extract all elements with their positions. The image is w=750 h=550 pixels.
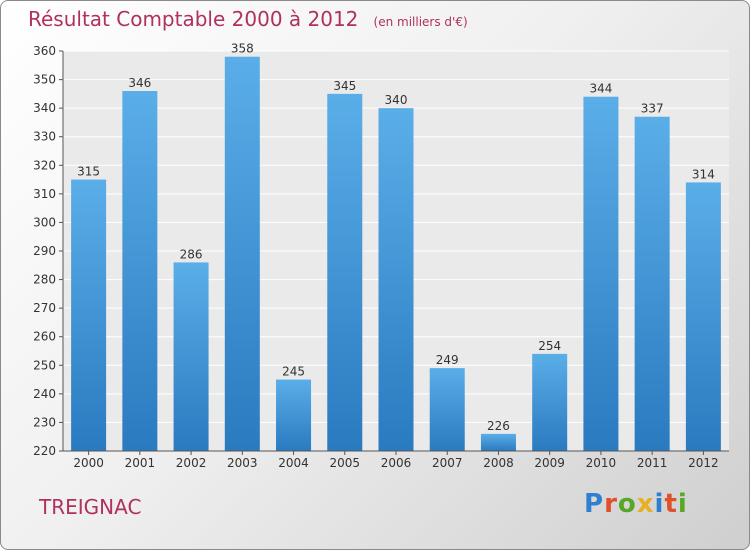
x-tick-label: 2003 [227,456,258,470]
x-tick-label: 2000 [73,456,104,470]
x-tick-label: 2010 [586,456,617,470]
y-tick-label: 350 [33,73,56,87]
bar [276,379,312,451]
y-tick-label: 290 [33,244,56,258]
y-tick-label: 310 [33,187,56,201]
logo-letter: r [604,489,618,519]
x-tick-label: 2001 [125,456,156,470]
x-tick-label: 2005 [329,456,360,470]
y-tick-label: 230 [33,415,56,429]
x-tick-label: 2006 [381,456,412,470]
y-tick-label: 360 [33,44,56,58]
bars: 315 346 286 358 245 345 340 249 226 254 344 337 314 [71,42,721,452]
x-tick-label: 2002 [176,456,207,470]
y-tick-label: 250 [33,358,56,372]
bar [224,56,260,451]
town-name: TREIGNAC [39,495,142,519]
bar-value-label: 245 [282,365,305,379]
logo-letter: t [664,489,678,519]
x-tick-label: 2008 [483,456,514,470]
y-tick-label: 330 [33,130,56,144]
bar-value-label: 345 [333,79,356,93]
bar [122,91,158,451]
logo-letter: x [636,489,655,519]
y-tick-label: 270 [33,301,56,315]
bar [429,368,465,451]
y-axis: 220 230 240 250 260 270 280 290 300 310 320 330 340 3… [33,44,64,458]
y-tick-label: 280 [33,273,56,287]
bar-value-label: 286 [180,247,203,261]
bar-value-label: 249 [436,353,459,367]
bar [532,353,568,451]
chart-title: Résultat Comptable 2000 à 2012 [28,7,359,31]
bar [327,93,363,451]
logo-letter: i [677,489,688,519]
bar-value-label: 315 [77,165,100,179]
proxiti-logo[interactable]: Proxiti [584,489,688,519]
logo-letter: P [584,489,605,519]
x-tick-label: 2004 [278,456,309,470]
bar [685,182,721,451]
chart-subtitle: (en milliers d'€) [373,15,468,29]
bar-value-label: 346 [128,76,151,90]
bar-value-label: 314 [692,167,715,181]
bar-value-label: 340 [385,93,408,107]
y-tick-label: 260 [33,330,56,344]
bar-value-label: 337 [641,102,664,116]
title-row: Résultat Comptable 2000 à 2012 (en milli… [28,7,468,31]
bar-value-label: 226 [487,419,510,433]
y-tick-label: 340 [33,101,56,115]
y-tick-label: 220 [33,444,56,458]
y-tick-label: 300 [33,215,56,229]
bar [634,116,670,451]
bar-value-label: 358 [231,42,254,56]
x-tick-label: 2011 [637,456,668,470]
x-tick-label: 2012 [688,456,719,470]
bar [583,96,619,451]
x-axis: 2000 2001 2002 2003 2004 2005 2006 2007 2008 2009… [63,450,729,470]
bar [378,108,414,452]
y-tick-label: 320 [33,158,56,172]
x-tick-label: 2007 [432,456,463,470]
bar [173,262,209,451]
bar [71,179,107,452]
bar-value-label: 344 [589,82,612,96]
logo-letter: o [617,489,637,519]
bar-value-label: 254 [538,339,561,353]
y-tick-label: 240 [33,387,56,401]
bar [480,433,516,451]
x-tick-label: 2009 [534,456,565,470]
logo-letter: i [654,489,665,519]
